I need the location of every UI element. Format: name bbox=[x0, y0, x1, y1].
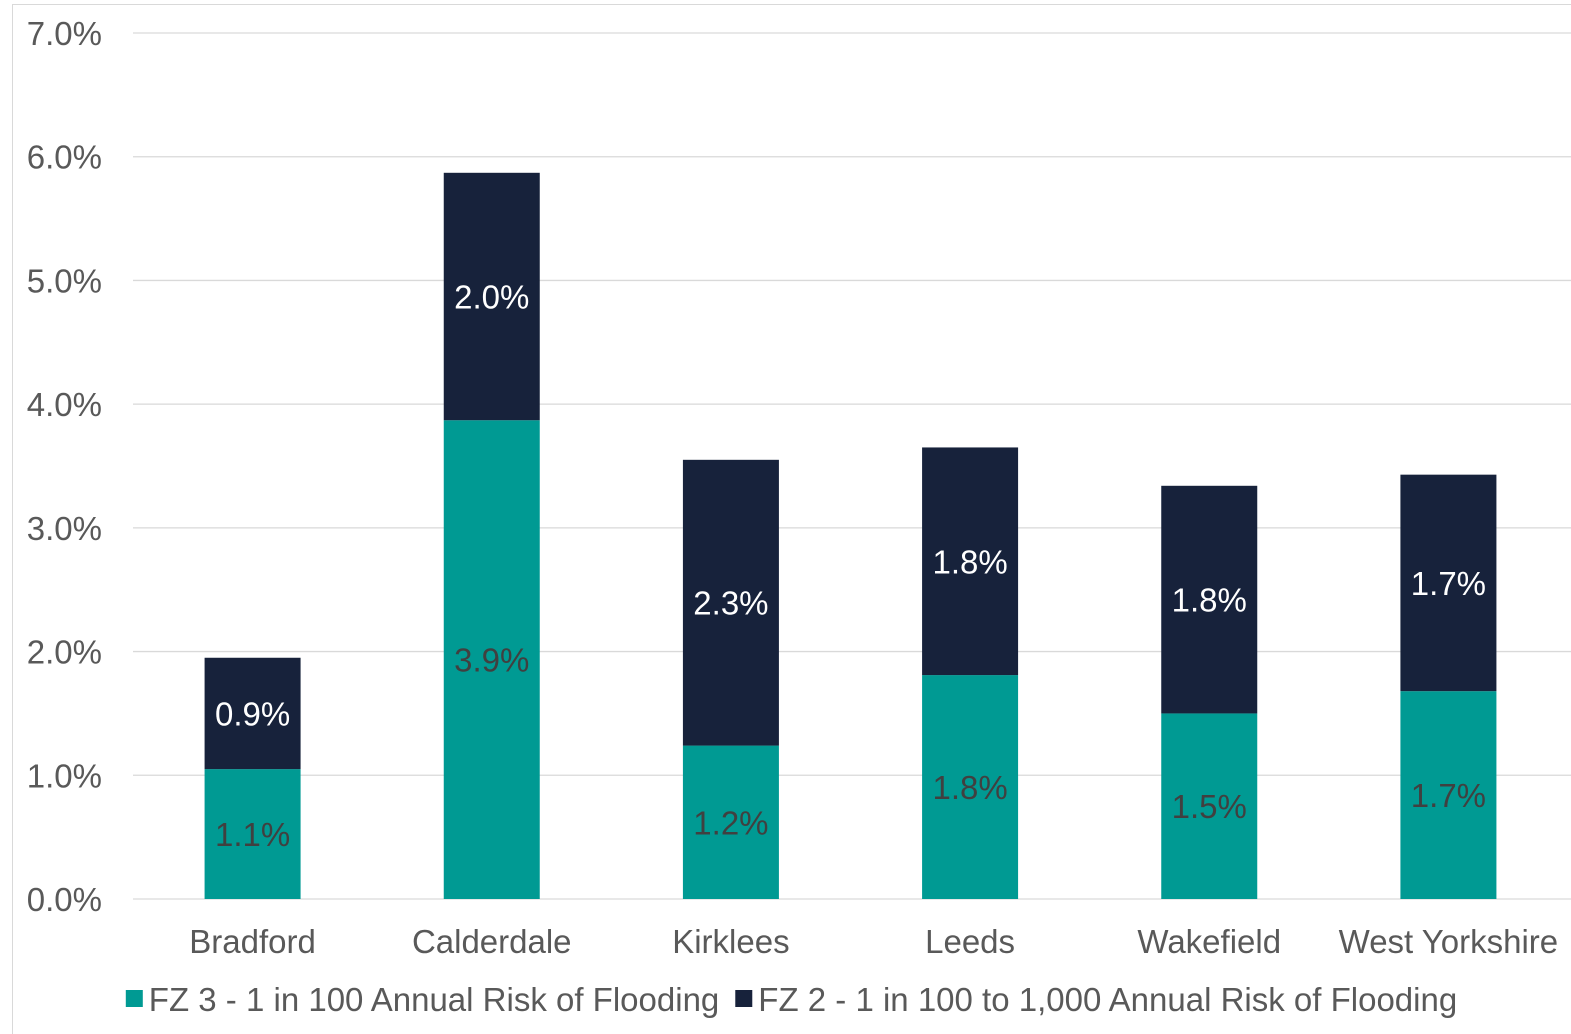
bar-segment bbox=[682, 459, 779, 746]
legend-label: FZ 2 - 1 in 100 to 1,000 Annual Risk of … bbox=[758, 981, 1457, 1018]
y-tick-label: 7.0% bbox=[27, 15, 102, 52]
data-label: 1.8% bbox=[932, 769, 1007, 806]
y-tick-label: 6.0% bbox=[27, 139, 102, 176]
data-label: 1.2% bbox=[693, 804, 768, 841]
bar-segment bbox=[443, 420, 540, 899]
data-label: 2.0% bbox=[454, 279, 529, 316]
bar-segment bbox=[922, 675, 1019, 899]
y-tick-label: 3.0% bbox=[27, 510, 102, 547]
x-tick-label: Bradford bbox=[189, 923, 316, 960]
bar-segment bbox=[204, 769, 301, 899]
bar-segment bbox=[1400, 474, 1497, 692]
data-label: 1.1% bbox=[215, 816, 290, 853]
y-tick-label: 2.0% bbox=[27, 634, 102, 671]
x-tick-label: Leeds bbox=[925, 923, 1015, 960]
y-tick-label: 5.0% bbox=[27, 262, 102, 299]
x-tick-label: Wakefield bbox=[1137, 923, 1281, 960]
data-label: 1.8% bbox=[932, 543, 1007, 580]
data-label: 3.9% bbox=[454, 642, 529, 679]
data-label: 1.7% bbox=[1411, 777, 1486, 814]
legend-swatch bbox=[125, 990, 143, 1007]
y-tick-label: 4.0% bbox=[27, 386, 102, 423]
bar-segment bbox=[1161, 713, 1258, 899]
data-label: 1.5% bbox=[1172, 788, 1247, 825]
bar-segment bbox=[204, 657, 301, 770]
bar-segment bbox=[1400, 691, 1497, 899]
data-label: 2.3% bbox=[693, 585, 768, 622]
legend-swatch bbox=[735, 990, 753, 1007]
bar-segment bbox=[1161, 485, 1258, 714]
chart-frame bbox=[12, 4, 1571, 1034]
x-tick-label: West Yorkshire bbox=[1339, 923, 1559, 960]
bar-segment bbox=[682, 745, 779, 899]
y-tick-label: 1.0% bbox=[27, 757, 102, 794]
y-tick-label: 0.0% bbox=[27, 881, 102, 918]
data-label: 1.7% bbox=[1411, 565, 1486, 602]
data-label: 0.9% bbox=[215, 695, 290, 732]
x-tick-label: Kirklees bbox=[672, 923, 789, 960]
x-tick-label: Calderdale bbox=[412, 923, 572, 960]
legend-label: FZ 3 - 1 in 100 Annual Risk of Flooding bbox=[149, 981, 719, 1018]
data-label: 1.8% bbox=[1172, 582, 1247, 619]
bar-segment bbox=[922, 447, 1019, 676]
bar-segment bbox=[443, 172, 540, 421]
